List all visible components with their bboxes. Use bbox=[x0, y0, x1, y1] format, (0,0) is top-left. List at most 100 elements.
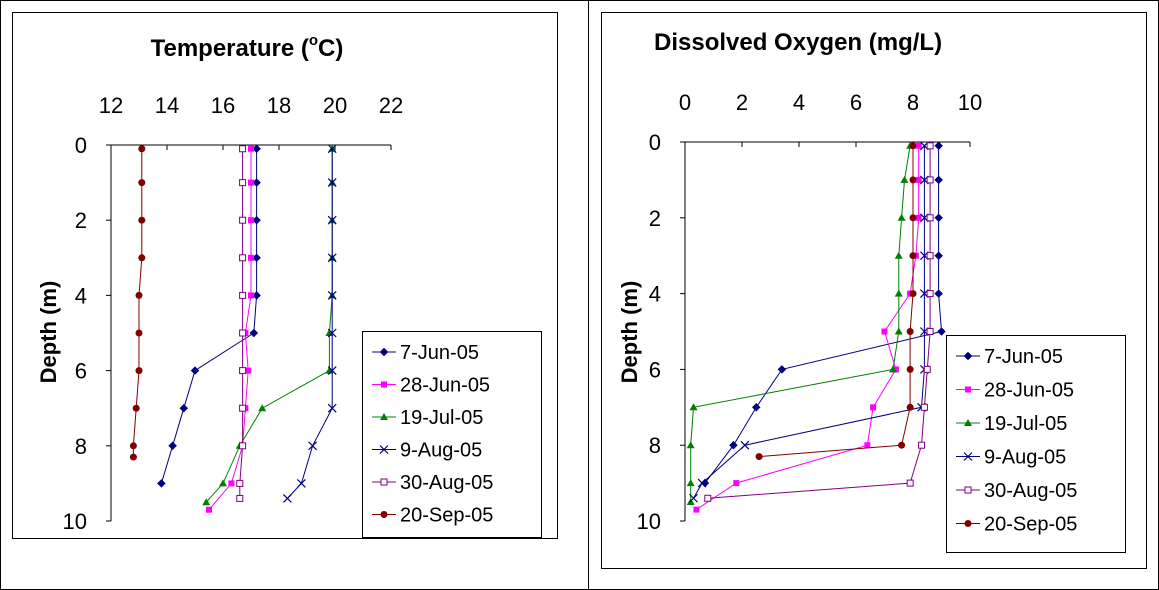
temperature-legend-label: 19-Jul-05 bbox=[400, 407, 483, 429]
temperature-legend-label: 7-Jun-05 bbox=[400, 342, 479, 364]
temperature-data-point bbox=[327, 253, 337, 263]
dissolved-oxygen-legend-swatch-marker bbox=[964, 486, 972, 494]
dissolved-oxygen-series-0 bbox=[700, 141, 946, 488]
dissolved-oxygen-data-point bbox=[898, 441, 906, 449]
dissolved-oxygen-data-point bbox=[926, 290, 934, 298]
dissolved-oxygen-data-point bbox=[892, 366, 899, 373]
temperature-chart-title: Temperature (oC) bbox=[151, 32, 344, 62]
temperature-legend-entry: 20-Sep-05 bbox=[372, 505, 493, 527]
dissolved-oxygen-x-tick-label: 10 bbox=[958, 90, 982, 115]
dissolved-oxygen-data-point bbox=[686, 479, 695, 487]
dissolved-oxygen-data-point bbox=[729, 440, 738, 450]
dissolved-oxygen-legend-entry: 7-Jun-05 bbox=[956, 346, 1063, 368]
dissolved-oxygen-data-point bbox=[906, 328, 914, 335]
temperature-y-tick-label: 4 bbox=[75, 283, 87, 308]
dissolved-oxygen-y-axis-label: Depth (m) bbox=[617, 281, 642, 384]
dissolved-oxygen-data-point bbox=[915, 214, 922, 221]
temperature-legend-entry: 7-Jun-05 bbox=[372, 342, 479, 364]
temperature-data-point bbox=[327, 215, 337, 225]
dissolved-oxygen-data-point bbox=[909, 142, 917, 150]
temperature-legend-swatch-marker bbox=[380, 511, 388, 518]
dissolved-oxygen-x-tick-label: 2 bbox=[736, 90, 748, 115]
temperature-data-point bbox=[168, 441, 177, 451]
temperature-data-point bbox=[239, 216, 247, 224]
temperature-data-point bbox=[135, 367, 143, 375]
temperature-series-line bbox=[205, 148, 333, 503]
temperature-data-point bbox=[245, 367, 252, 374]
dissolved-oxygen-data-point bbox=[740, 440, 750, 450]
dissolved-oxygen-series-2 bbox=[686, 141, 915, 506]
temperature-data-point bbox=[135, 291, 143, 299]
dissolved-oxygen-data-point bbox=[909, 214, 917, 222]
dissolved-oxygen-data-point bbox=[704, 494, 712, 502]
dissolved-oxygen-data-point bbox=[733, 480, 740, 487]
temperature-data-point bbox=[248, 217, 254, 224]
temperature-y-tick-label: 8 bbox=[75, 434, 87, 459]
temperature-legend-swatch-marker bbox=[380, 413, 388, 420]
dissolved-oxygen-data-point bbox=[909, 176, 917, 184]
dissolved-oxygen-legend-label: 7-Jun-05 bbox=[984, 346, 1063, 368]
dissolved-oxygen-legend-entry: 28-Jun-05 bbox=[956, 380, 1074, 402]
dissolved-oxygen-legend-label: 9-Aug-05 bbox=[984, 447, 1066, 469]
dissolved-oxygen-legend-label: 30-Aug-05 bbox=[984, 480, 1077, 502]
temperature-legend-entry: 30-Aug-05 bbox=[372, 472, 493, 494]
dissolved-oxygen-legend-label: 19-Jul-05 bbox=[984, 413, 1067, 435]
temperature-y-tick-label: 6 bbox=[75, 359, 87, 384]
temperature-series-line bbox=[287, 148, 333, 499]
temperature-series bbox=[129, 144, 337, 513]
temperature-x-tick-label: 16 bbox=[211, 93, 235, 118]
temperature-chart-border bbox=[12, 12, 558, 539]
dissolved-oxygen-series-line bbox=[696, 145, 920, 511]
dissolved-oxygen-data-point bbox=[864, 442, 871, 449]
dissolved-oxygen-series-5 bbox=[755, 142, 917, 461]
dissolved-oxygen-data-point bbox=[906, 479, 914, 487]
temperature-axes: 12 14 16 18 20 22 0 2 4 6 8 10 bbox=[63, 93, 404, 534]
dissolved-oxygen-data-point bbox=[909, 290, 917, 298]
dissolved-oxygen-data-point bbox=[900, 175, 909, 183]
temperature-data-point bbox=[228, 480, 235, 487]
temperature-data-point bbox=[202, 498, 211, 506]
dissolved-oxygen-legend-swatch-marker bbox=[965, 386, 971, 393]
temperature-legend-entry: 9-Aug-05 bbox=[372, 440, 482, 462]
dissolved-oxygen-data-point bbox=[894, 251, 903, 259]
temperature-x-tick-label: 14 bbox=[155, 93, 179, 118]
temperature-data-point bbox=[327, 178, 337, 188]
dissolved-oxygen-y-tick-label: 0 bbox=[649, 130, 661, 155]
temperature-data-point bbox=[327, 328, 337, 338]
dissolved-oxygen-chart-title: Dissolved Oxygen (mg/L) bbox=[654, 29, 942, 56]
temperature-data-point bbox=[248, 145, 254, 152]
dissolved-oxygen-data-point bbox=[909, 252, 917, 260]
temperature-legend-label: 9-Aug-05 bbox=[400, 440, 482, 462]
temperature-y-tick-label: 0 bbox=[75, 133, 87, 158]
dissolved-oxygen-y-tick-label: 8 bbox=[649, 433, 661, 458]
dissolved-oxygen-data-point bbox=[697, 478, 707, 488]
dissolved-oxygen-series-line bbox=[690, 145, 911, 503]
temperature-legend-swatch-marker bbox=[379, 445, 389, 454]
dissolved-oxygen-y-tick-label: 6 bbox=[649, 357, 661, 382]
temperature-title-main: Temperature ( bbox=[151, 35, 309, 62]
dissolved-oxygen-legend-swatch-marker bbox=[963, 351, 973, 361]
dissolved-oxygen-legend-swatch-marker bbox=[964, 520, 972, 527]
dissolved-oxygen-data-point bbox=[897, 213, 906, 221]
temperature-data-point bbox=[248, 179, 254, 186]
dissolved-oxygen-data-point bbox=[923, 365, 931, 373]
temperature-data-point bbox=[239, 145, 247, 153]
temperature-data-point bbox=[239, 179, 247, 187]
dissolved-oxygen-y-tick-label: 10 bbox=[637, 509, 661, 534]
dissolved-oxygen-x-tick-label: 4 bbox=[793, 90, 805, 115]
dissolved-oxygen-data-point bbox=[751, 402, 761, 412]
temperature-title-tail: C) bbox=[318, 35, 343, 62]
dissolved-oxygen-legend-entry: 19-Jul-05 bbox=[956, 413, 1067, 435]
temperature-data-point bbox=[138, 254, 146, 262]
temperature-legend-label: 28-Jun-05 bbox=[400, 375, 490, 397]
temperature-data-point bbox=[258, 404, 267, 412]
temperature-data-point bbox=[327, 144, 337, 154]
dissolved-oxygen-data-point bbox=[906, 365, 914, 373]
temperature-legend-swatch-marker bbox=[380, 478, 388, 486]
dissolved-oxygen-data-point bbox=[915, 142, 922, 149]
temperature-legend-swatch-marker bbox=[381, 381, 387, 388]
temperature-data-point bbox=[138, 145, 146, 153]
temperature-data-point bbox=[308, 441, 318, 451]
temperature-y-axis-label: Depth (m) bbox=[36, 281, 61, 384]
